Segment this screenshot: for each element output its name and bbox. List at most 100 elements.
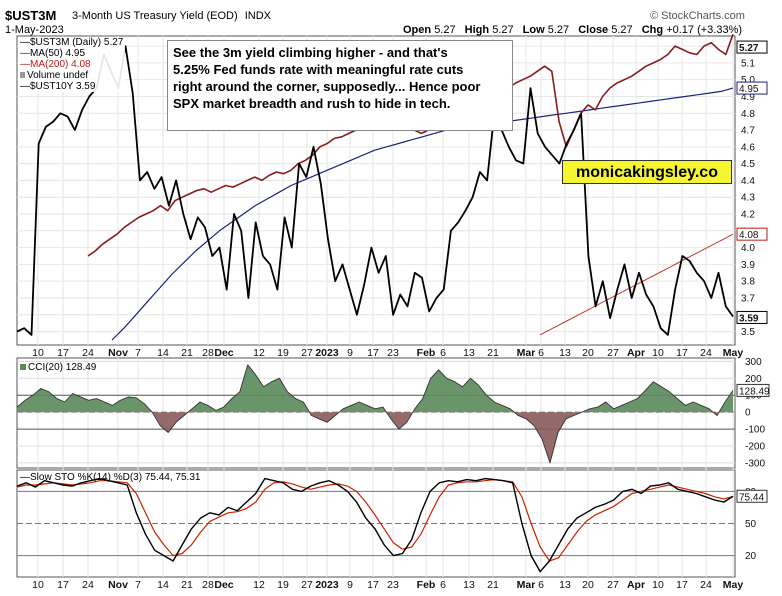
main-y-tick-11: 4.6 [741,142,755,153]
cci-y-tick-2: -100 [745,425,765,436]
panel-frame-2 [16,469,736,578]
legend-item-volume: Volume undef [20,70,123,81]
x-tick-label-bottom-16: Feb [417,579,436,591]
last-value-ust10y: 3.59 [739,313,759,324]
open-label: Open [403,24,432,36]
main-y-tick-0: 3.5 [741,327,755,338]
last-value-sto: 75.44 [739,492,764,503]
x-tick-label-top-0: 10 [32,347,44,359]
x-tick-label-top-27: 17 [676,347,688,359]
last-value-ma50-box [736,81,768,95]
last-value-ma200-box [736,227,768,241]
close-label: Close [578,24,609,36]
high-value: 5.27 [492,24,514,36]
x-tick-label-bottom-11: 27 [301,579,313,591]
x-tick-label-bottom-6: 21 [181,579,193,591]
x-tick-label-top-5: 14 [157,347,169,359]
close-value: 5.27 [611,24,633,36]
x-tick-label-bottom-22: 13 [559,579,571,591]
main-y-tick-3: 3.8 [741,277,755,288]
legend-item-ma50: —MA(50) 4.95 [20,48,86,59]
x-tick-label-top-13: 9 [347,347,353,359]
x-tick-label-top-18: 13 [463,347,475,359]
low-value: 5.27 [547,24,570,36]
x-tick-label-top-23: 20 [582,347,594,359]
series-cci-line [16,364,734,464]
last-value-cci-box [736,383,770,397]
series-ust10y-line [16,45,734,336]
x-tick-label-top-1: 17 [57,347,69,359]
sto-y-tick-1: 50 [745,519,757,530]
x-tick-label-top-2: 24 [82,347,94,359]
x-tick-label-bottom-25: Apr [627,579,645,591]
cci-y-tick-5: 200 [745,374,762,385]
annotation-line-2: 5.25% Fed funds rate with meaningful rat… [173,62,464,77]
main-y-tick-12: 4.7 [741,126,755,137]
annotation-box: See the 3m yield climbing higher - and t… [167,40,513,131]
chart-legend: —$UST3M (Daily) 5.27 —MA(50) 4.95 —MA(20… [18,37,126,92]
exchange-label: INDX [244,10,272,22]
x-tick-label-top-3: Nov [108,347,128,359]
x-tick-label-bottom-29: May [723,579,744,591]
main-y-tick-16: 5.1 [741,58,755,69]
panel-frame-1 [16,357,736,469]
x-tick-label-bottom-19: 21 [487,579,499,591]
x-tick-label-top-7: 28 [202,347,214,359]
last-value-ma50: 4.95 [739,84,759,95]
x-tick-label-top-17: 6 [440,347,446,359]
x-tick-label-top-4: 7 [135,347,141,359]
series-ma50-line [111,87,734,341]
x-tick-label-bottom-8: Dec [214,579,233,591]
main-y-tick-9: 4.4 [741,176,755,187]
x-tick-label-bottom-27: 17 [676,579,688,591]
main-y-tick-14: 4.9 [741,92,755,103]
series-sto-k-line [16,477,734,573]
last-value-sto-box [736,489,768,503]
x-tick-label-bottom-18: 13 [463,579,475,591]
x-tick-label-bottom-0: 10 [32,579,44,591]
chart-date: 1-May-2023 [5,24,64,36]
x-tick-label-top-28: 24 [700,347,712,359]
main-y-tick-8: 4.3 [741,193,755,204]
x-tick-label-bottom-20: Mar [517,579,536,591]
panel-frame-0 [16,35,736,346]
legend-item-ma200: —MA(200) 4.08 [20,59,91,70]
sto-title: —Slow STO %K(14) %D(3) 75.44, 75.31 [20,472,201,483]
x-tick-label-bottom-23: 20 [582,579,594,591]
main-y-tick-15: 5.0 [741,75,755,86]
last-value-ust3m: 5.27 [739,43,759,54]
cci-title: CCI(20) 128.49 [20,362,96,373]
low-label: Low [522,24,545,36]
x-tick-label-top-16: Feb [417,347,436,359]
x-tick-label-bottom-1: 17 [57,579,69,591]
x-tick-label-bottom-10: 19 [277,579,289,591]
x-tick-label-top-10: 19 [277,347,289,359]
annotation-line-4: SPX market breadth and rush to hide in t… [173,96,451,111]
cci-y-tick-6: 300 [745,357,762,368]
sto-title-main: Slow STO %K(14) %D(3) 75.44, 75.31 [30,472,201,483]
last-value-ma200: 4.08 [739,230,759,241]
watermark: © StockCharts.com [650,10,745,22]
x-tick-label-top-9: 12 [253,347,265,359]
x-tick-label-top-26: 10 [652,347,664,359]
legend-item-ust10y: —$UST10Y 3.59 [20,81,96,92]
x-tick-label-top-11: 27 [301,347,313,359]
cci-y-tick-3: 0 [745,408,751,419]
ohlc-readout: Open 5.27 High 5.27 Low 5.27 Close 5.27 … [403,24,742,36]
main-y-tick-2: 3.7 [741,293,755,304]
x-tick-label-bottom-14: 17 [367,579,379,591]
x-tick-label-bottom-21: 6 [538,579,544,591]
x-tick-label-top-25: Apr [627,347,645,359]
annotation-line-3: right around the corner, supposedly... H… [173,79,481,94]
main-y-tick-13: 4.8 [741,109,755,120]
cci-area-negative [17,412,733,463]
x-tick-label-top-15: 23 [387,347,399,359]
x-tick-label-bottom-26: 10 [652,579,664,591]
high-label: High [464,24,490,36]
x-tick-label-bottom-5: 14 [157,579,169,591]
x-tick-label-bottom-28: 24 [700,579,712,591]
x-tick-label-top-21: 6 [538,347,544,359]
x-tick-label-bottom-24: 27 [607,579,619,591]
cci-y-tick-1: -200 [745,442,765,453]
x-tick-label-top-22: 13 [559,347,571,359]
